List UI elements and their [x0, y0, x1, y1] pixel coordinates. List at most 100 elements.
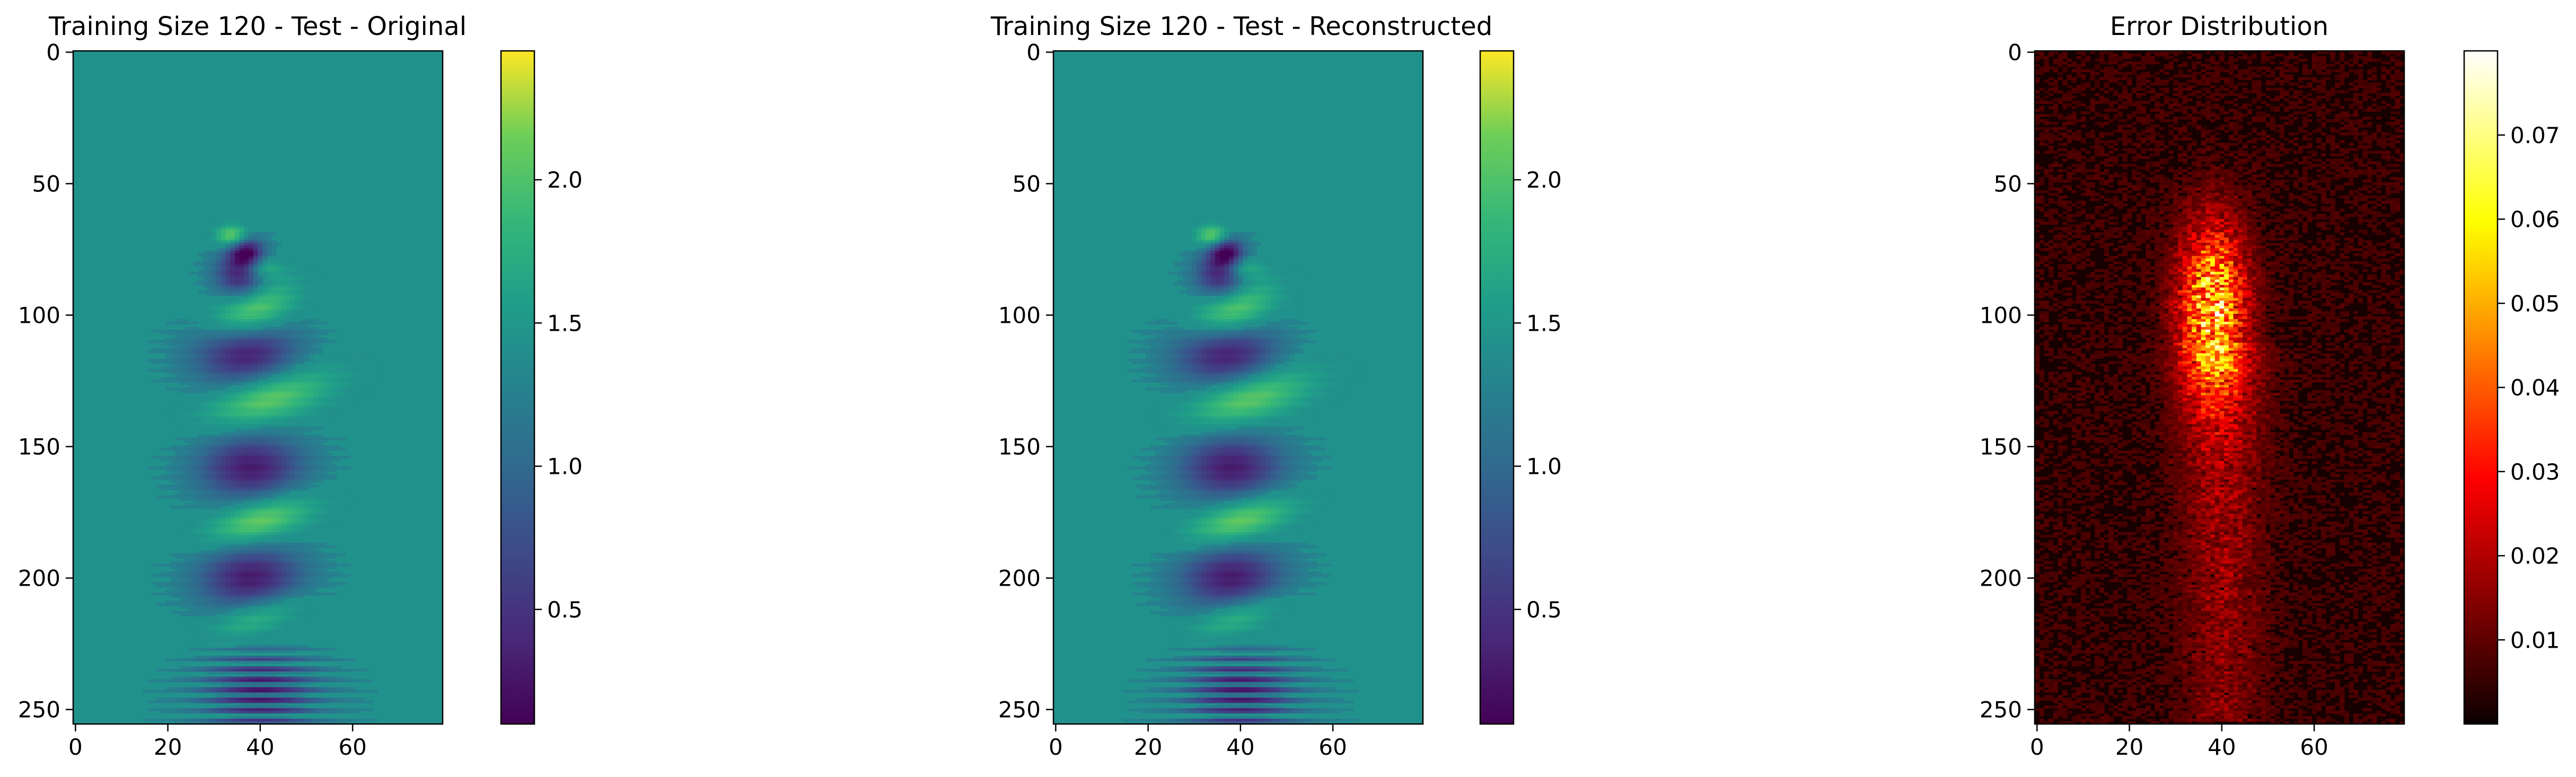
heatmap-cell — [286, 619, 291, 622]
heatmap-cell — [313, 377, 318, 380]
heatmap-cell — [230, 469, 235, 472]
heatmap-cell — [300, 354, 304, 357]
heatmap-cell — [337, 674, 341, 677]
heatmap-cell — [272, 650, 277, 654]
heatmap-cell — [194, 451, 198, 454]
heatmap-cell — [244, 485, 249, 488]
heatmap-cell — [295, 590, 300, 593]
heatmap-cell — [230, 490, 235, 493]
heatmap-cell — [221, 472, 226, 475]
heatmap-cell — [341, 664, 346, 667]
heatmap-cell — [184, 498, 189, 501]
heatmap-cell — [295, 419, 300, 422]
heatmap-cell — [240, 366, 244, 369]
heatmap-cell — [253, 343, 258, 346]
heatmap-cell — [161, 603, 166, 606]
heatmap-cell — [258, 427, 263, 430]
heatmap-cell — [235, 395, 240, 399]
heatmap-cell — [295, 275, 300, 278]
heatmap-cell — [364, 679, 369, 683]
heatmap-cell — [309, 522, 313, 525]
heatmap-cell — [341, 448, 346, 451]
heatmap-cell — [309, 529, 313, 533]
heatmap-cell — [240, 535, 244, 538]
heatmap-cell — [281, 327, 286, 330]
heatmap-cell — [290, 351, 295, 354]
heatmap-cell — [300, 666, 304, 669]
heatmap-cell — [322, 658, 327, 661]
heatmap-cell — [286, 606, 291, 609]
heatmap-cell — [313, 545, 318, 549]
heatmap-cell — [341, 490, 346, 493]
heatmap-cell — [286, 403, 291, 407]
heatmap-cell — [235, 482, 240, 485]
heatmap-cell — [244, 482, 249, 485]
heatmap-cell — [184, 590, 189, 593]
heatmap-cell — [244, 514, 249, 517]
heatmap-cell — [226, 490, 231, 493]
heatmap-cell — [267, 440, 272, 443]
heatmap-cell — [272, 421, 277, 425]
heatmap-cell — [230, 393, 235, 396]
heatmap-cell — [327, 514, 332, 517]
heatmap-cell — [194, 579, 198, 582]
heatmap-cell — [184, 495, 189, 498]
heatmap-cell — [286, 435, 291, 438]
heatmap-cell — [253, 256, 258, 259]
heatmap-cell — [249, 598, 253, 601]
heatmap-cell — [230, 661, 235, 664]
heatmap-cell — [313, 319, 318, 322]
heatmap-cell — [322, 563, 327, 567]
heatmap-cell — [207, 409, 212, 412]
heatmap-cell — [203, 519, 207, 522]
heatmap-cell — [262, 556, 267, 559]
heatmap-cell — [249, 393, 253, 396]
heatmap-cell — [253, 587, 258, 590]
heatmap-cell — [272, 543, 277, 546]
heatmap-cell — [198, 522, 203, 525]
heatmap-cell — [258, 464, 263, 467]
heatmap-cell — [226, 540, 231, 543]
heatmap-cell — [226, 456, 231, 459]
heatmap-cell — [262, 474, 267, 478]
heatmap-cell — [346, 369, 350, 372]
heatmap-cell — [281, 666, 286, 669]
heatmap-cell — [230, 259, 235, 262]
heatmap-cell — [272, 553, 277, 557]
heatmap-cell — [290, 377, 295, 380]
heatmap-cell — [207, 553, 212, 557]
heatmap-cell — [175, 587, 180, 590]
heatmap-cell — [216, 595, 221, 598]
heatmap-cell — [253, 390, 258, 393]
heatmap-cell — [240, 322, 244, 325]
heatmap-cell — [230, 587, 235, 590]
heatmap-cell — [235, 374, 240, 377]
heatmap-cell — [300, 529, 304, 533]
heatmap-cell — [322, 448, 327, 451]
heatmap-cell — [286, 451, 291, 454]
heatmap-cell — [189, 603, 194, 606]
heatmap-cell — [272, 579, 277, 582]
heatmap-cell — [337, 382, 341, 385]
heatmap-cell — [276, 506, 281, 509]
heatmap-cell — [226, 406, 231, 409]
heatmap-cell — [318, 577, 323, 580]
heatmap-cell — [203, 469, 207, 472]
heatmap-cell — [258, 619, 263, 622]
heatmap-cell — [295, 503, 300, 506]
heatmap-cell — [313, 577, 318, 580]
heatmap-cell — [249, 516, 253, 519]
heatmap-cell — [198, 340, 203, 343]
heatmap-cell — [184, 343, 189, 346]
heatmap-cell — [267, 656, 272, 659]
heatmap-cell — [262, 477, 267, 480]
heatmap-cell — [304, 677, 309, 680]
heatmap-cell — [327, 585, 332, 588]
heatmap-cell — [249, 251, 253, 254]
heatmap-cell — [295, 377, 300, 380]
heatmap-cell — [313, 653, 318, 656]
heatmap-cell — [207, 492, 212, 496]
heatmap-cell — [203, 603, 207, 606]
heatmap-cell — [189, 443, 194, 446]
heatmap-cell — [194, 443, 198, 446]
